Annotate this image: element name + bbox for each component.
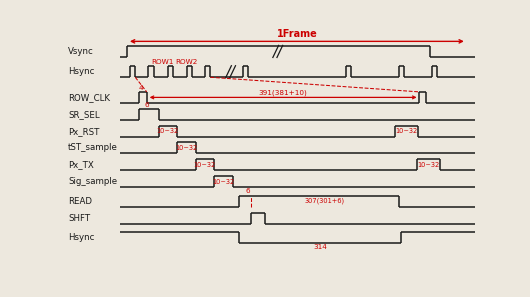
Text: Px_TX: Px_TX — [68, 160, 94, 169]
Text: 10~32: 10~32 — [175, 145, 197, 151]
Text: SHFT: SHFT — [68, 214, 91, 223]
Text: 10~32: 10~32 — [418, 162, 440, 168]
Text: 6: 6 — [145, 102, 149, 108]
Text: SR_SEL: SR_SEL — [68, 110, 100, 119]
Text: 391(381+10): 391(381+10) — [259, 90, 307, 96]
Text: Sig_sample: Sig_sample — [68, 177, 118, 186]
Text: 314: 314 — [313, 244, 327, 250]
Text: Vsync: Vsync — [68, 47, 94, 56]
Text: 10~32: 10~32 — [395, 129, 418, 135]
Text: 10~32: 10~32 — [212, 178, 234, 184]
Text: ROW_CLK: ROW_CLK — [68, 93, 110, 102]
Text: 307(301+6): 307(301+6) — [305, 198, 345, 204]
Text: ROW2: ROW2 — [175, 59, 198, 65]
Text: ROW1: ROW1 — [152, 59, 174, 65]
Text: 10~32: 10~32 — [156, 129, 179, 135]
Text: 10~32: 10~32 — [193, 162, 216, 168]
Text: Px_RST: Px_RST — [68, 127, 100, 136]
Text: READ: READ — [68, 197, 92, 206]
Text: Hsync: Hsync — [68, 233, 95, 242]
Text: 4: 4 — [139, 85, 144, 91]
Text: 1Frame: 1Frame — [277, 29, 317, 39]
Text: 6: 6 — [245, 188, 250, 195]
Text: Hsync: Hsync — [68, 67, 95, 76]
Text: tST_sample: tST_sample — [68, 143, 118, 152]
